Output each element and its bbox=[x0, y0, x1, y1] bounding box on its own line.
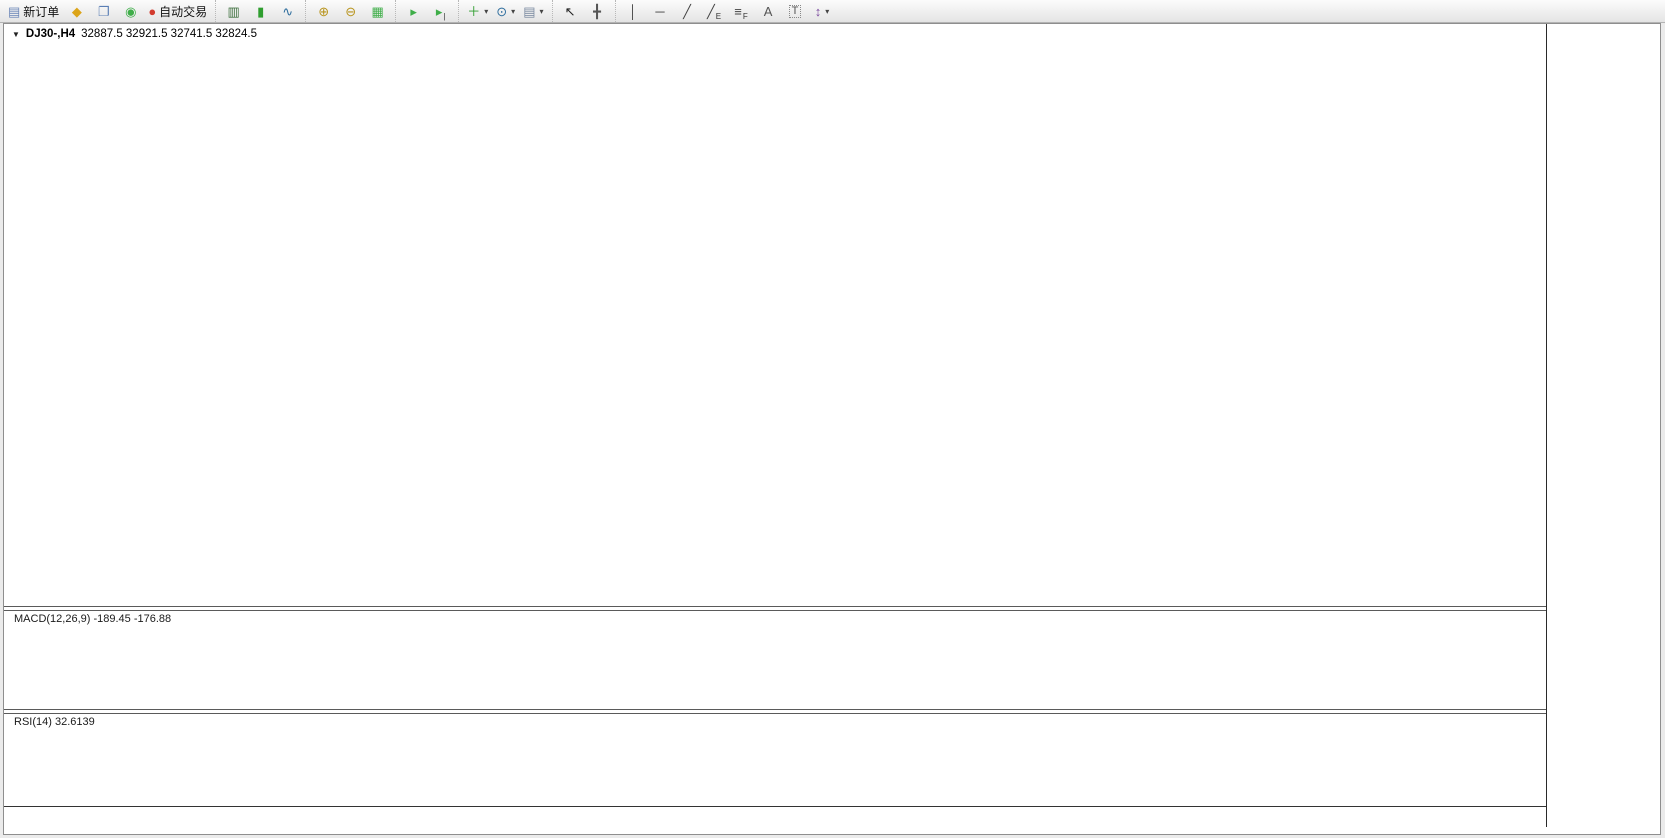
price-axis-divider bbox=[1546, 24, 1547, 827]
vline-button[interactable]: │ bbox=[621, 1, 646, 22]
arrows-button[interactable]: ↕ ▾ bbox=[810, 1, 835, 22]
signals-button[interactable]: ◉ bbox=[118, 1, 143, 22]
symbol-dropdown-icon[interactable]: ▼ bbox=[12, 29, 20, 39]
zoom-in-icon: ⊕ bbox=[318, 3, 330, 19]
chevron-down-icon: ▾ bbox=[484, 6, 489, 16]
charts-window-button[interactable]: ❐ bbox=[91, 1, 116, 22]
rsi-pane[interactable] bbox=[8, 713, 1546, 806]
arrows-icon: ↕ bbox=[814, 3, 822, 19]
crosshair-icon: ╋ bbox=[593, 3, 601, 19]
pane-splitter-rsi[interactable] bbox=[4, 709, 1547, 714]
hline-icon: ─ bbox=[655, 3, 665, 19]
toolbar-group: ▸ ▸ | bbox=[395, 0, 458, 22]
price-axis[interactable] bbox=[1547, 24, 1658, 827]
text-icon: A bbox=[763, 3, 773, 19]
periods-button[interactable]: ⊙ ▾ bbox=[493, 1, 518, 22]
channel-button[interactable]: ╱ E bbox=[702, 1, 727, 22]
toolbar-group: ＋ ▾ ⊙ ▾ ▤ ▾ bbox=[458, 0, 551, 22]
macd-label: MACD(12,26,9) -189.45 -176.88 bbox=[14, 613, 172, 625]
new-order-button-label: 新订单 bbox=[23, 4, 60, 19]
zoom-in-button[interactable]: ⊕ bbox=[311, 1, 336, 22]
date-axis-divider bbox=[4, 806, 1547, 807]
chart-window bbox=[3, 23, 1661, 835]
chevron-down-icon: ▾ bbox=[511, 6, 516, 16]
tile-windows-icon: ▦ bbox=[371, 3, 384, 19]
chevron-down-icon: ▾ bbox=[825, 6, 830, 16]
text-label-icon: T bbox=[788, 4, 802, 18]
cursor-button[interactable]: ↖ bbox=[558, 1, 583, 22]
indicators-icon: ＋ bbox=[467, 3, 481, 19]
hline-button[interactable]: ─ bbox=[648, 1, 673, 22]
chevron-down-icon: ▾ bbox=[539, 6, 544, 16]
signal-icon: ◉ bbox=[125, 3, 137, 19]
crosshair-button[interactable]: ╋ bbox=[585, 1, 610, 22]
autotrade-icon: ● bbox=[148, 3, 157, 19]
autotrade-button-label: 自动交易 bbox=[159, 4, 208, 19]
text-button[interactable]: A bbox=[756, 1, 781, 22]
toolbar: ▤ 新订单 ◆ ❐ ◉ ● 自动交易 ▥ ▮ ∿ ⊕ ⊖ ▦ ▸ ▸ | ＋ ▾ ⊙ ▾ ▤ ▾ ↖ ╋ │ ─ ╱ ╱ E ≡ F A T ↕ ▾ bbox=[0, 0, 1665, 23]
zoom-out-button[interactable]: ⊖ bbox=[338, 1, 363, 22]
cursor-icon: ↖ bbox=[564, 3, 576, 19]
vline-icon: │ bbox=[628, 3, 638, 19]
chart-shift-icon-modifier: | bbox=[443, 11, 446, 21]
chart-shift-button[interactable]: ▸ | bbox=[428, 1, 453, 22]
auto-scroll-icon: ▸ bbox=[410, 3, 417, 19]
clock-icon: ⊙ bbox=[496, 3, 508, 19]
styler-button[interactable]: ◆ bbox=[64, 1, 89, 22]
new-order-button[interactable]: ▤ 新订单 bbox=[5, 1, 62, 22]
price-pane[interactable] bbox=[8, 25, 1546, 607]
zoom-out-icon: ⊖ bbox=[345, 3, 357, 19]
toolbar-group: ↖ ╋ bbox=[551, 0, 615, 22]
tile-windows-button[interactable]: ▦ bbox=[365, 1, 390, 22]
channel-icon: ╱ bbox=[706, 3, 715, 19]
line-chart-button[interactable]: ∿ bbox=[275, 1, 300, 22]
toolbar-group: ▥ ▮ ∿ bbox=[215, 0, 305, 22]
bar-chart-button[interactable]: ▥ bbox=[221, 1, 246, 22]
chart-title: ▼ DJ30-,H4 32887.5 32921.5 32741.5 32824… bbox=[12, 28, 257, 40]
pane-splitter-macd[interactable] bbox=[4, 606, 1547, 611]
bar-chart-icon: ▥ bbox=[227, 3, 240, 19]
templates-button[interactable]: ▤ ▾ bbox=[520, 1, 546, 22]
rsi-label: RSI(14) 32.6139 bbox=[14, 716, 95, 728]
autotrade-button[interactable]: ● 自动交易 bbox=[145, 1, 210, 22]
channel-icon-modifier: E bbox=[715, 11, 722, 21]
fibonacci-button[interactable]: ≡ F bbox=[729, 1, 754, 22]
trendline-button[interactable]: ╱ bbox=[675, 1, 700, 22]
macd-pane[interactable] bbox=[8, 610, 1546, 709]
chart-shift-icon: ▸ bbox=[435, 3, 443, 19]
candlestick-button[interactable]: ▮ bbox=[248, 1, 273, 22]
new-order-icon: ▤ bbox=[8, 3, 21, 19]
symbol-title: DJ30-,H4 bbox=[25, 28, 76, 40]
toolbar-group: │ ─ ╱ ╱ E ≡ F A T ↕ ▾ bbox=[614, 0, 840, 22]
auto-scroll-button[interactable]: ▸ bbox=[401, 1, 426, 22]
toolbar-group: ▤ 新订单 ◆ ❐ ◉ ● 自动交易 bbox=[0, 0, 215, 22]
ohlc-readout: 32887.5 32921.5 32741.5 32824.5 bbox=[81, 28, 258, 40]
line-chart-icon: ∿ bbox=[282, 3, 294, 19]
diamond-icon: ◆ bbox=[71, 3, 82, 19]
date-axis bbox=[8, 809, 1546, 826]
candlestick-icon: ▮ bbox=[257, 3, 265, 19]
toolbar-group: ⊕ ⊖ ▦ bbox=[305, 0, 395, 22]
trendline-icon: ╱ bbox=[683, 3, 691, 19]
text-label-button[interactable]: T bbox=[783, 1, 808, 22]
fibonacci-icon-modifier: F bbox=[742, 11, 748, 21]
indicators-button[interactable]: ＋ ▾ bbox=[464, 1, 491, 22]
template-icon: ▤ bbox=[523, 3, 536, 19]
window-icon: ❐ bbox=[97, 3, 110, 19]
fibonacci-icon: ≡ bbox=[734, 3, 742, 19]
